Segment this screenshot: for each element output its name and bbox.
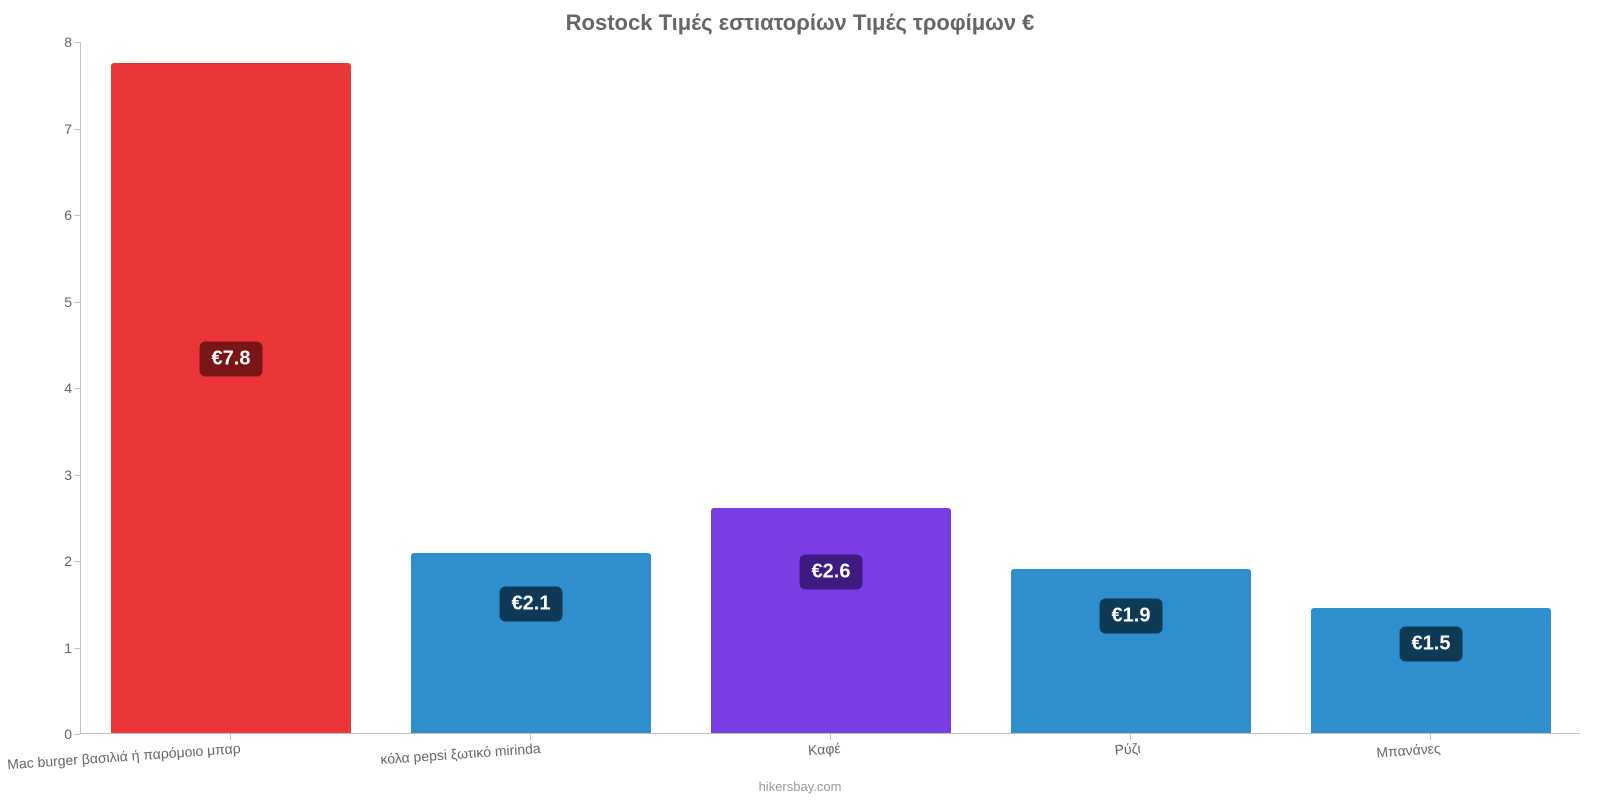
attribution-text: hikersbay.com: [0, 779, 1600, 794]
bar: [711, 508, 951, 733]
y-tick-label: 7: [64, 121, 72, 137]
y-tick-label: 8: [64, 34, 72, 50]
bar-value-badge: €2.6: [800, 555, 863, 590]
y-tick-label: 4: [64, 380, 72, 396]
bar-value-badge: €2.1: [500, 587, 563, 622]
x-tick-mark: [1130, 734, 1131, 740]
y-tick-label: 5: [64, 294, 72, 310]
bar: [111, 63, 351, 733]
x-tick-label: κόλα pepsi ξωτικό mirinda: [251, 740, 541, 776]
x-tick-label: Καφέ: [551, 740, 841, 776]
bar: [1011, 569, 1251, 733]
x-tick-mark: [230, 734, 231, 740]
y-tick-label: 6: [64, 207, 72, 223]
y-tick-label: 1: [64, 640, 72, 656]
y-tick-label: 3: [64, 467, 72, 483]
x-tick-label: Ρύζι: [851, 740, 1141, 776]
chart-title: Rostock Τιμές εστιατορίων Τιμές τροφίμων…: [0, 10, 1600, 36]
x-tick-label: Μπανάνες: [1151, 740, 1441, 776]
x-tick-mark: [830, 734, 831, 740]
y-tick-mark: [74, 734, 80, 735]
plot-area: €7.8 €2.1 €2.6 €1.9 €1.5: [80, 42, 1580, 734]
bar-value-badge: €7.8: [200, 341, 263, 376]
y-tick-label: 2: [64, 553, 72, 569]
bar: [411, 553, 651, 733]
x-tick-label: Mac burger βασιλιά ή παρόμοιο μπαρ: [0, 740, 241, 776]
bar-value-badge: €1.9: [1100, 598, 1163, 633]
x-tick-mark: [1430, 734, 1431, 740]
chart-container: Rostock Τιμές εστιατορίων Τιμές τροφίμων…: [0, 0, 1600, 800]
bar-value-badge: €1.5: [1400, 626, 1463, 661]
y-tick-label: 0: [64, 726, 72, 742]
x-tick-mark: [530, 734, 531, 740]
